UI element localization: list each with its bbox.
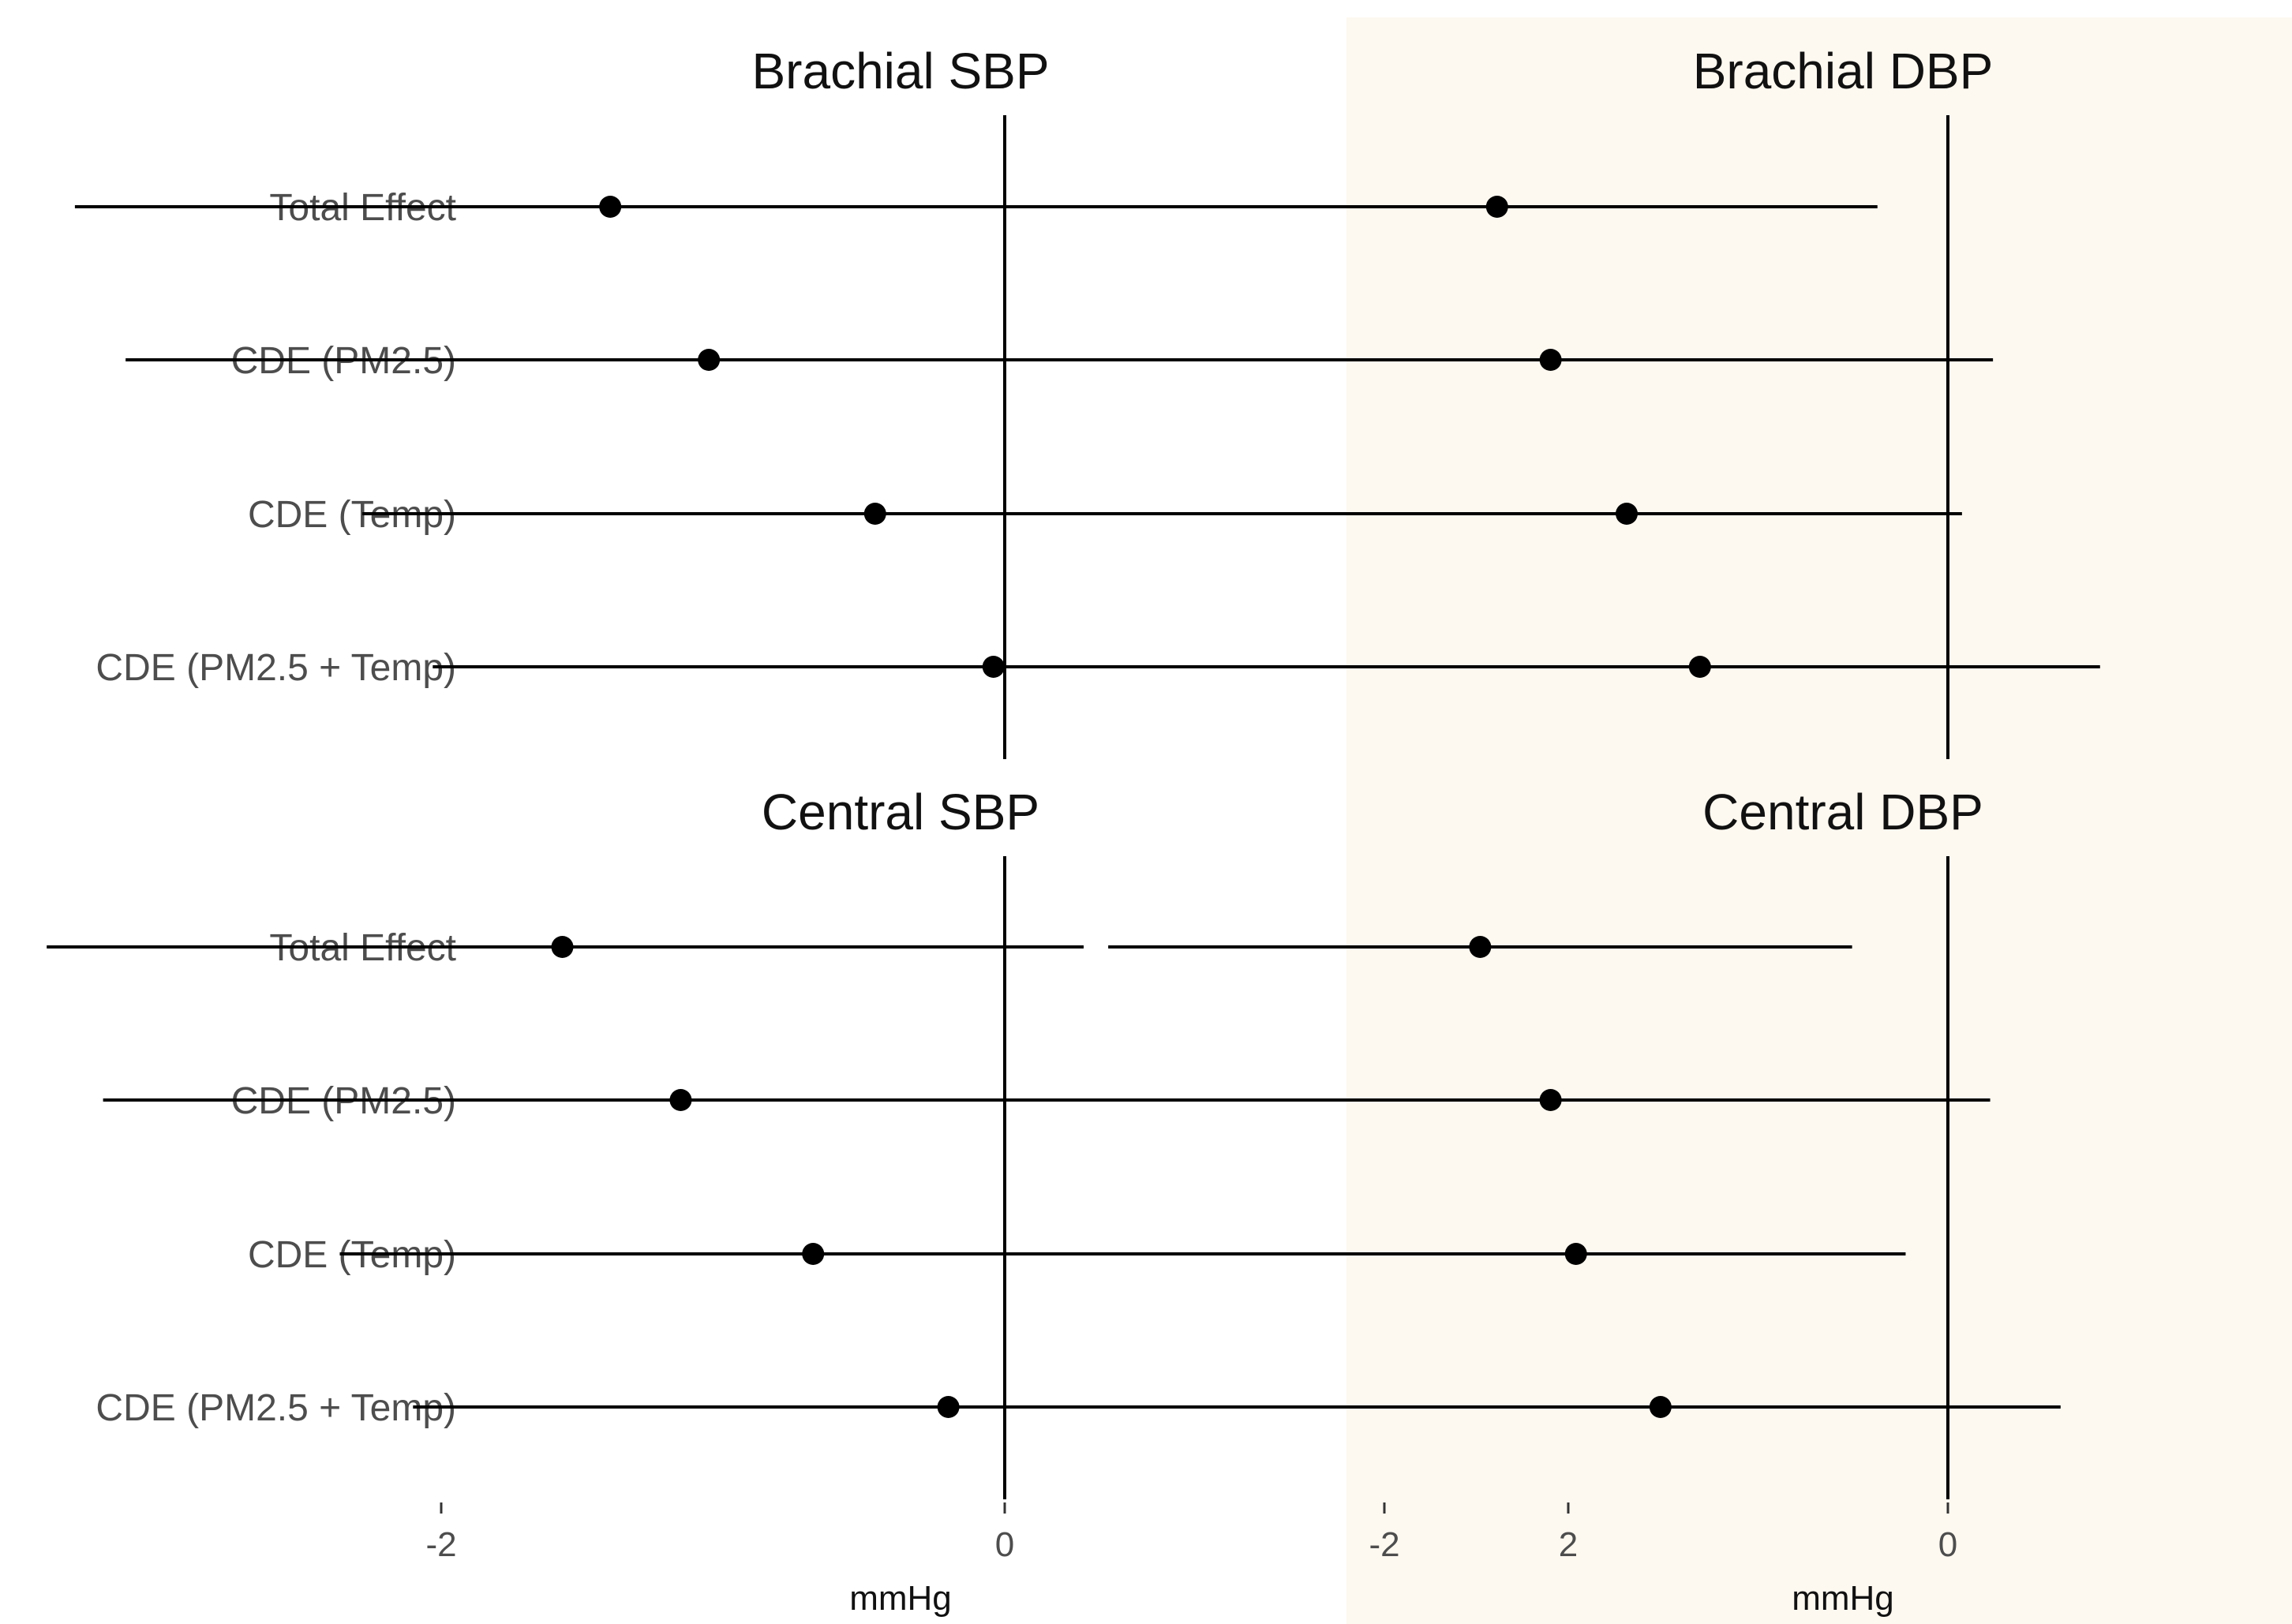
point-estimate-total-effect: [599, 196, 622, 218]
x-tick-label: 0: [1938, 1525, 1957, 1564]
panel-central-dbp: Central DBP -2 0 2 mmHg: [1108, 784, 2061, 1618]
point-estimate-cde-temp: [1564, 1243, 1587, 1265]
point-estimate-cde-pm2-5-temp: [937, 1396, 960, 1418]
point-estimate-total-effect: [551, 936, 574, 958]
point-estimate-cde-pm2-5-temp: [982, 656, 1005, 678]
point-estimate-cde-temp: [802, 1243, 825, 1265]
point-estimate-total-effect: [1469, 936, 1492, 958]
point-estimate-cde-pm2-5-temp: [1688, 656, 1711, 678]
panel-title: Central SBP: [762, 784, 1039, 840]
x-tick-label: -2: [425, 1525, 456, 1564]
point-estimate-cde-temp: [1616, 503, 1638, 525]
point-estimate-cde-pm2-5: [1539, 1089, 1562, 1111]
highlight-column-background: [1346, 17, 2292, 1624]
point-estimate-cde-pm2-5: [669, 1089, 692, 1111]
point-estimate-cde-pm2-5: [698, 349, 721, 371]
x-axis-title: mmHg: [1792, 1579, 1894, 1618]
panel-title: Brachial DBP: [1693, 43, 1994, 99]
panel-title: Central DBP: [1702, 784, 1983, 840]
panel-brachial-dbp: Brachial DBP: [1114, 43, 2100, 759]
category-label-cde-pm2-5-temp: CDE (PM2.5 + Temp): [96, 647, 456, 689]
x-tick-label: 2: [1559, 1525, 1578, 1564]
x-axis-title: mmHg: [849, 1579, 952, 1618]
point-estimate-cde-pm2-5-temp: [1649, 1396, 1672, 1418]
x-tick-label: -2: [1369, 1525, 1399, 1564]
point-estimate-cde-pm2-5: [1539, 349, 1562, 371]
category-label-cde-pm2-5-temp: CDE (PM2.5 + Temp): [96, 1387, 456, 1429]
point-estimate-cde-temp: [863, 503, 886, 525]
panel-title: Brachial SBP: [751, 43, 1049, 99]
x-tick-label: 0: [995, 1525, 1014, 1564]
point-estimate-total-effect: [1485, 196, 1508, 218]
